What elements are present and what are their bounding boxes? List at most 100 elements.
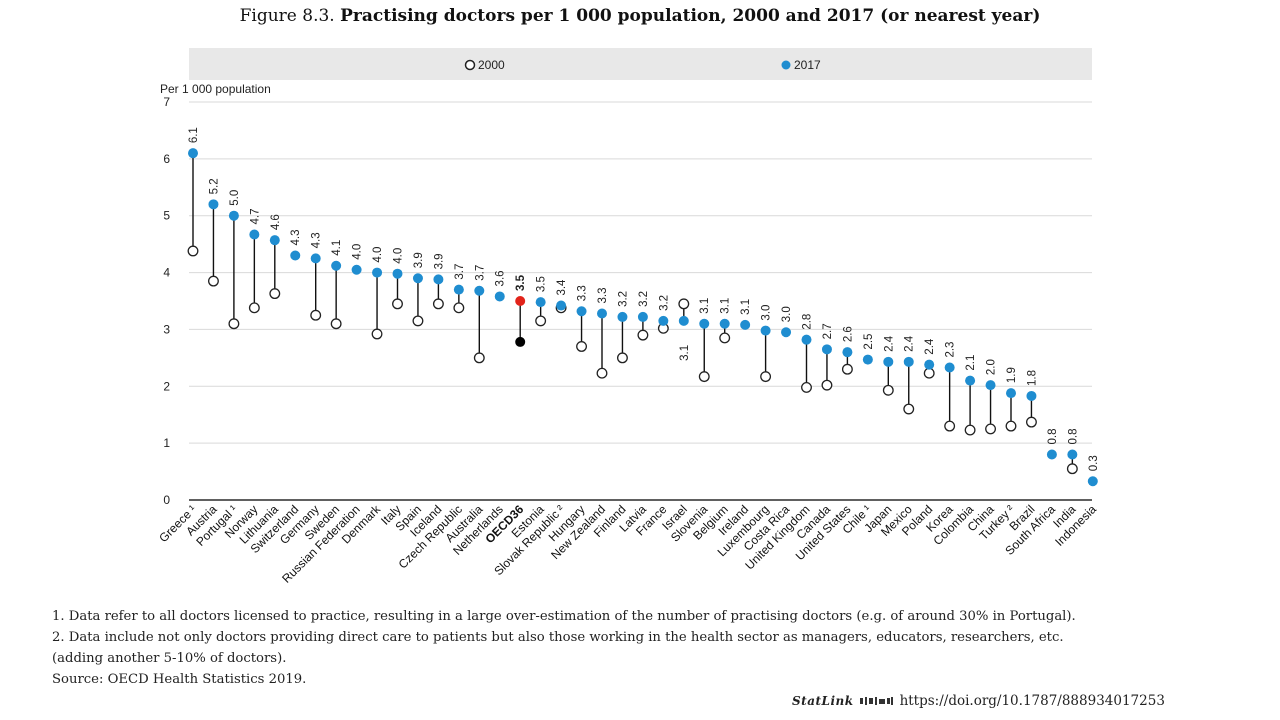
figure-title: Figure 8.3. Practising doctors per 1 000… [0, 6, 1280, 26]
point-2017 [781, 327, 792, 338]
point-2017 [944, 362, 955, 373]
point-2000 [698, 371, 710, 383]
point-2017 [965, 375, 976, 386]
value-label: 0.8 [1047, 429, 1059, 445]
value-label: 2.6 [842, 326, 854, 342]
point-2017 [1067, 449, 1078, 460]
value-label: 2.4 [904, 335, 916, 352]
legend-label-2000: 2000 [478, 58, 505, 72]
point-2017 [699, 318, 710, 329]
point-2000 [923, 367, 935, 379]
point-2017 [433, 274, 444, 285]
point-2017 [188, 148, 198, 159]
point-2017 [576, 306, 587, 317]
point-2017 [249, 229, 260, 240]
legend-marker-2017 [781, 60, 791, 70]
point-2017 [1046, 449, 1057, 460]
point-2000 [841, 363, 853, 375]
point-2017 [1006, 388, 1016, 399]
value-label: 3.0 [781, 306, 793, 322]
figure-notes: 1. Data refer to all doctors licensed to… [52, 606, 1232, 690]
point-2017 [862, 354, 873, 365]
value-label: 2.4 [924, 338, 936, 355]
value-label: 3.1 [740, 299, 752, 315]
point-2000 [330, 318, 342, 330]
point-2017 [1087, 476, 1098, 487]
y-tick-label: 5 [163, 209, 170, 223]
point-2017 [392, 268, 403, 279]
point-2000 [515, 336, 526, 347]
point-2000 [596, 367, 608, 379]
point-2000 [207, 275, 219, 287]
point-2017 [556, 300, 567, 311]
value-label: 3.2 [617, 291, 629, 307]
point-2017 [269, 235, 280, 246]
statlink-barcode-icon [859, 697, 893, 705]
point-2000 [228, 318, 240, 330]
y-axis-ticks: 0 1 2 3 4 5 6 7 [163, 95, 170, 507]
figure-number: Figure 8.3. [239, 6, 335, 26]
point-2017 [985, 380, 996, 391]
point-2000 [801, 381, 812, 393]
point-2000 [617, 352, 628, 364]
point-2017 [372, 267, 383, 278]
point-2017 [801, 334, 812, 345]
y-tick-label: 0 [163, 493, 170, 507]
point-2017 [740, 319, 751, 330]
value-label: 2.1 [965, 355, 977, 371]
statlink-url[interactable]: https://doi.org/10.1787/888934017253 [899, 693, 1165, 709]
point-2017 [494, 291, 505, 302]
point-2017 [535, 297, 546, 308]
source-note: Source: OECD Health Statistics 2019. [52, 672, 307, 687]
value-label: 3.4 [556, 279, 568, 296]
point-2000 [1025, 416, 1037, 428]
legend-marker-2000 [464, 59, 476, 71]
point-2000 [1005, 420, 1017, 432]
point-2017 [310, 253, 321, 264]
y-tick-label: 1 [163, 436, 170, 450]
value-label: 4.3 [311, 232, 323, 248]
point-2017 [821, 344, 832, 355]
point-2017 [617, 311, 628, 322]
value-label: 1.8 [1026, 370, 1038, 386]
value-label: 3.2 [638, 291, 650, 307]
value-label: 3.7 [454, 264, 466, 280]
value-label: 0.3 [1088, 455, 1100, 471]
y-tick-label: 3 [163, 322, 170, 336]
value-label: 3.3 [597, 288, 609, 304]
point-2017 [903, 356, 914, 367]
value-label: 2.3 [945, 342, 957, 358]
value-label: 4.0 [352, 244, 364, 260]
value-label: 3.9 [413, 252, 425, 268]
y-tick-label: 2 [163, 379, 170, 393]
point-2017 [637, 311, 648, 322]
point-2000 [310, 309, 322, 321]
point-2000 [392, 298, 403, 310]
note-1: 1. Data refer to all doctors licensed to… [52, 609, 1076, 624]
point-2000 [576, 341, 588, 352]
point-2017 [883, 356, 894, 367]
statlink[interactable]: StatLink https://doi.org/10.1787/8889340… [792, 693, 1165, 709]
legend-background [189, 48, 1092, 80]
value-label: 3.3 [577, 285, 589, 301]
point-2000 [371, 328, 383, 340]
value-label: 4.3 [290, 230, 302, 246]
point-2017 [290, 250, 301, 261]
y-axis-title: Per 1 000 population [160, 82, 271, 96]
point-2000 [678, 298, 690, 310]
point-2017 [760, 325, 771, 336]
series-2017-points [188, 148, 1098, 487]
point-2000 [964, 424, 976, 436]
point-2017 [842, 347, 853, 358]
value-label: 3.5 [536, 276, 548, 292]
point-2000 [821, 379, 833, 391]
gridlines [189, 101, 1092, 501]
note-2: 2. Data include not only doctors providi… [52, 630, 1064, 645]
point-2017 [228, 210, 239, 221]
value-label: 2.8 [802, 314, 814, 330]
value-label: 5.2 [208, 178, 220, 194]
dot-plot-chart: 2000 2017 Per 1 000 population 0 1 2 3 4 5 6 7 6… [156, 48, 1100, 586]
point-2017 [719, 318, 730, 329]
point-2000 [187, 245, 199, 257]
point-2017 [597, 308, 607, 319]
